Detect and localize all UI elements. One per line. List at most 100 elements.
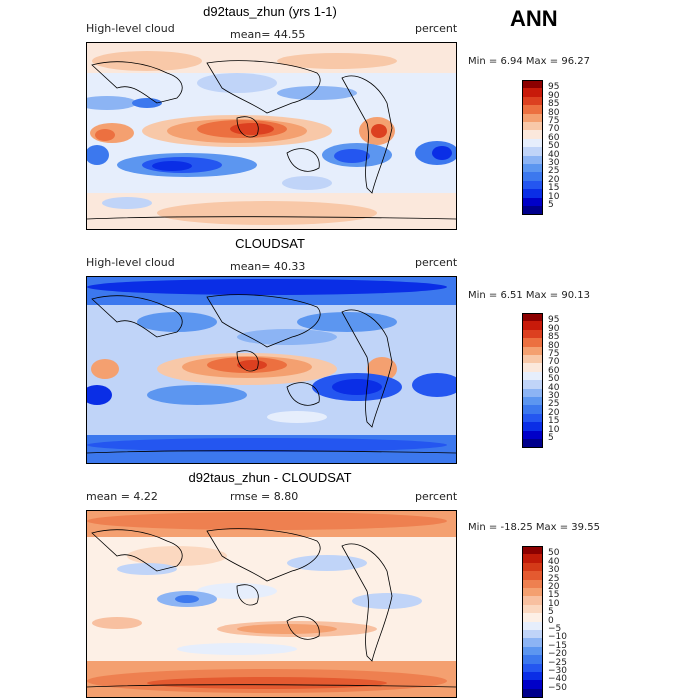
colorbar-tick-label: 30 — [548, 391, 560, 401]
colorbar-swatch — [522, 180, 543, 190]
colorbar-tick-label: 10 — [548, 424, 560, 435]
colorbar-swatch — [522, 380, 543, 389]
panel1-units: percent — [415, 22, 458, 35]
colorbar-tick-label: −50 — [548, 682, 567, 693]
colorbar-tick-label: −40 — [548, 674, 567, 685]
colorbar-swatch — [522, 189, 543, 198]
colorbar-tick-label: 20 — [548, 582, 560, 592]
colorbar-tick-label: 20 — [548, 407, 560, 418]
panel2-units: percent — [415, 256, 458, 269]
colorbar-swatch — [522, 680, 543, 689]
colorbar-swatch — [522, 329, 543, 339]
colorbar-swatch — [522, 388, 543, 397]
colorbar-swatch — [522, 413, 543, 423]
colorbar-tick-label: 70 — [548, 124, 560, 135]
colorbar-tick-label: 20 — [548, 174, 560, 185]
colorbar-swatch — [522, 571, 543, 580]
colorbar-swatch — [522, 638, 543, 647]
colorbar-swatch — [522, 621, 543, 630]
colorbar-bottom-edge — [522, 447, 543, 449]
colorbar-swatch — [522, 554, 543, 563]
colorbar-swatch — [522, 105, 543, 114]
colorbar-tick-label: 5 — [548, 200, 554, 210]
colorbar-tick-label: 50 — [548, 548, 560, 559]
colorbar-tick-label: 60 — [548, 365, 560, 376]
panel2-minmax: Min = 6.51 Max = 90.13 — [468, 290, 590, 301]
panel3-map — [86, 510, 457, 698]
colorbar-swatch — [522, 206, 543, 215]
colorbar-swatch — [522, 164, 543, 173]
colorbar-tick-label: 90 — [548, 323, 560, 334]
colorbar-swatch — [522, 96, 543, 106]
colorbar-top-edge — [522, 80, 543, 81]
colorbar-tick-label: −5 — [548, 624, 562, 634]
panel2-colorbar: 95 90 85 80 75 70 60 50 40 30 25 20 15 10 5 — [522, 313, 582, 463]
colorbar-tick-label: 25 — [548, 399, 560, 410]
colorbar-tick-label: 70 — [548, 357, 560, 368]
panel1-mean: mean= 44.55 — [230, 28, 306, 41]
panel2-title: CLOUDSAT — [235, 236, 305, 251]
colorbar-swatch — [522, 172, 543, 181]
colorbar-tick-label: −20 — [548, 649, 567, 660]
colorbar-swatch — [522, 439, 543, 448]
colorbar-tick-label: 85 — [548, 99, 560, 110]
colorbar-swatch — [522, 596, 543, 605]
panel3-mean: mean = 4.22 — [86, 490, 158, 503]
colorbar-tick-label: 40 — [548, 556, 560, 567]
colorbar-tick-label: −25 — [548, 657, 567, 668]
colorbar-tick-label: 10 — [548, 598, 560, 609]
panel3-units: percent — [415, 490, 458, 503]
panel2-mean: mean= 40.33 — [230, 260, 306, 273]
colorbar-swatch — [522, 546, 543, 555]
panel3-colorbar: 50 40 30 25 20 15 10 5 0 −5 −10 −15 −20 −25 −30 −40 −50 — [522, 546, 582, 699]
colorbar-swatch — [522, 646, 543, 656]
colorbar-tick-label: 5 — [548, 433, 554, 443]
colorbar-swatch — [522, 321, 543, 330]
colorbar-swatch — [522, 655, 543, 664]
colorbar-swatch — [522, 405, 543, 414]
colorbar-swatch — [522, 562, 543, 572]
colorbar-tick-label: 75 — [548, 349, 560, 359]
colorbar-tick-label: 75 — [548, 116, 560, 126]
colorbar-tick-label: 25 — [548, 573, 560, 584]
panel3-title: d92taus_zhun - CLOUDSAT — [188, 470, 352, 485]
colorbar-swatch — [522, 346, 543, 355]
colorbar-tick-label: 0 — [548, 615, 554, 626]
colorbar-swatch — [522, 122, 543, 131]
panel2-map — [86, 276, 457, 464]
colorbar-swatch — [522, 313, 543, 322]
panel3-field — [87, 511, 456, 697]
colorbar-tick-label: 50 — [548, 374, 560, 385]
panel1-map — [86, 42, 457, 230]
panel3-minmax: Min = -18.25 Max = 39.55 — [468, 522, 600, 533]
colorbar-tick-label: 80 — [548, 340, 560, 351]
colorbar-swatch — [522, 138, 543, 148]
colorbar-swatch — [522, 688, 543, 698]
colorbar-tick-label: 15 — [548, 590, 560, 601]
season-label: ANN — [510, 6, 558, 31]
panel2-left-label: High-level cloud — [86, 256, 175, 269]
colorbar-swatch — [522, 579, 543, 588]
colorbar-swatch — [522, 147, 543, 156]
colorbar-tick-label: 15 — [548, 183, 560, 194]
colorbar-swatch — [522, 672, 543, 681]
colorbar-bottom-edge — [522, 697, 543, 699]
colorbar-swatch — [522, 197, 543, 206]
colorbar-tick-label: −10 — [548, 632, 567, 643]
colorbar-swatch — [522, 604, 543, 614]
colorbar-tick-label: −30 — [548, 666, 567, 676]
colorbar-tick-label: 30 — [548, 565, 560, 576]
panel3-rmse: rmse = 8.80 — [230, 490, 299, 503]
colorbar-swatch — [522, 630, 543, 639]
colorbar-top-edge — [522, 313, 543, 314]
colorbar-tick-label: 85 — [548, 332, 560, 343]
colorbar-swatch — [522, 663, 543, 672]
colorbar-swatch — [522, 588, 543, 597]
colorbar-tick-label: 5 — [548, 607, 554, 618]
colorbar-swatch — [522, 80, 543, 89]
colorbar-swatch — [522, 155, 543, 164]
colorbar-swatch — [522, 130, 543, 139]
panel1-field — [87, 43, 456, 229]
colorbar-top-edge — [522, 546, 543, 547]
colorbar-swatch — [522, 355, 543, 364]
